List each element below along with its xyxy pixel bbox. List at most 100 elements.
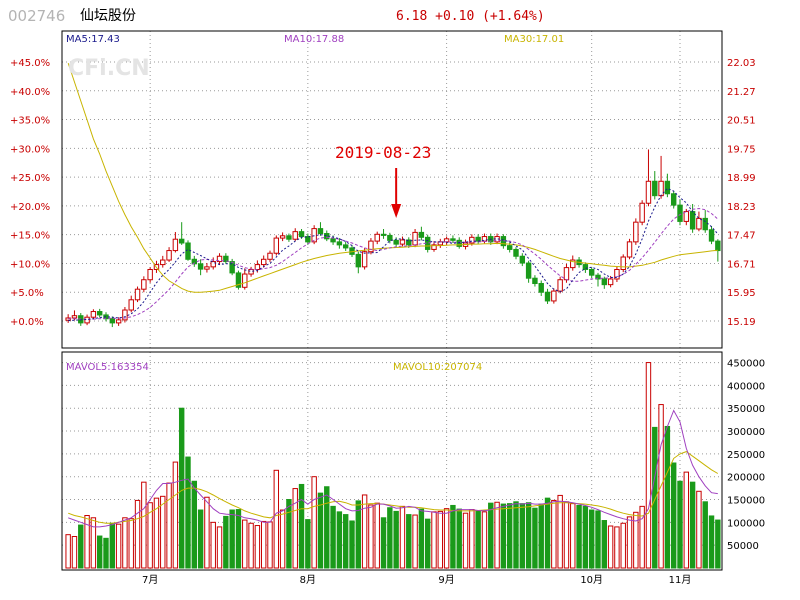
candle-down [450,238,456,241]
candle-up [260,258,267,266]
volume-bar-up [210,521,216,569]
volume-bar-up [242,519,248,569]
legend-mavol10: MAVOL10:207074 [393,362,482,373]
volume-bar-up [292,488,298,569]
mavol10-line [68,451,719,524]
volume-bar-up [551,499,557,569]
candle-up [620,256,626,271]
candle-down [197,263,204,270]
volume-bar-down [525,502,532,569]
volume-bar-up [134,499,141,569]
candle-up [557,279,563,292]
y-tick-left: +5.0% [10,288,44,299]
candle-up [639,202,645,223]
volume-bar-up [481,511,488,569]
candle-down [418,231,425,238]
stock-quote: 6.18 +0.10 (+1.64%) [396,9,545,24]
volume-bar-down [513,501,519,569]
y-tick-right: 16.71 [727,259,756,270]
candle-up [607,278,614,286]
volume-bar-up [260,520,267,569]
candle-down [191,258,198,265]
candle-down [708,229,715,242]
annotation-arrow-icon [391,168,402,218]
volume-bar-down [689,481,696,569]
volume-bar-up [633,511,639,569]
stock-name: 仙坛股份 [80,8,136,24]
candle-up [273,237,280,254]
volume-bar-down [418,508,425,569]
candle-down [689,211,696,230]
candle-up [645,180,652,204]
volume-bar-up [412,514,418,569]
volume-bar-down [387,507,393,569]
volume-bar-down [544,497,551,569]
y-tick-left: +40.0% [10,87,50,98]
y-tick-right: 20.51 [727,116,756,127]
y-tick-left: +35.0% [10,116,50,127]
y-tick-right: 17.47 [727,231,756,242]
x-tick-label: 9月 [438,574,454,586]
candle-down [342,244,349,249]
volume-bar-up [620,522,626,569]
y-tick-right: 21.27 [727,87,756,98]
volume-bar-down [342,514,349,569]
volume-bar-up [216,526,223,569]
volume-bar-down [96,535,103,569]
volume-bar-down [664,425,671,569]
candle-up [160,259,166,266]
volume-bar-down [702,501,708,569]
volume-bar-up [65,534,71,569]
volume-bar-down [500,503,507,569]
candle-up [134,288,141,301]
volume-bar-up [437,510,444,569]
volume-bar-up [368,504,374,569]
candle-down [235,272,242,288]
candle-down [544,291,551,302]
volume-bar-up [122,517,128,569]
candle-down [178,238,185,244]
volume-bar-down [708,515,715,569]
candle-up [210,261,216,268]
volume-bar-down [532,507,538,569]
legend-ma10: MA10:17.88 [284,34,344,45]
volume-y-tick: 50000 [727,541,759,552]
candle-up [248,269,254,275]
volume-bar-down [355,500,362,569]
candle-up [633,221,639,243]
candle-up [696,217,702,230]
candle-down [519,255,526,264]
y-tick-right: 18.23 [727,202,756,213]
volume-bar-up [311,476,317,569]
y-tick-right: 15.19 [727,317,756,328]
y-tick-left: +30.0% [10,144,50,155]
volume-bar-up [273,469,280,569]
candle-up [563,267,570,281]
candle-up [71,315,78,319]
candle-down [664,180,671,195]
candle-down [96,311,103,316]
candle-down [513,248,519,257]
volume-bar-down [677,480,683,569]
volume-bar-down [670,462,677,569]
candle-down [601,278,608,286]
volume-bar-up [254,525,261,569]
volume-bar-up [160,495,166,569]
candle-up [90,311,97,318]
price-panel: +45.0% 22.03 +40.0% 21.27 +35.0% 20.51 +30.0% 1… [10,30,756,586]
candle-up [368,240,374,253]
volume-bar-down [336,511,343,569]
y-tick-right: 15.95 [727,288,756,299]
volume-bar-down [450,504,456,569]
candle-up [166,250,172,261]
candle-down [715,240,721,252]
candle-up [658,180,664,197]
volume-bar-up [494,501,500,569]
volume-bar-down [393,510,399,569]
volume-bar-up [361,494,368,569]
volume-bar-down [715,519,721,569]
volume-bar-down [406,514,412,569]
candle-down [223,255,229,263]
candle-up [122,309,128,321]
volume-bar-down [78,524,84,569]
